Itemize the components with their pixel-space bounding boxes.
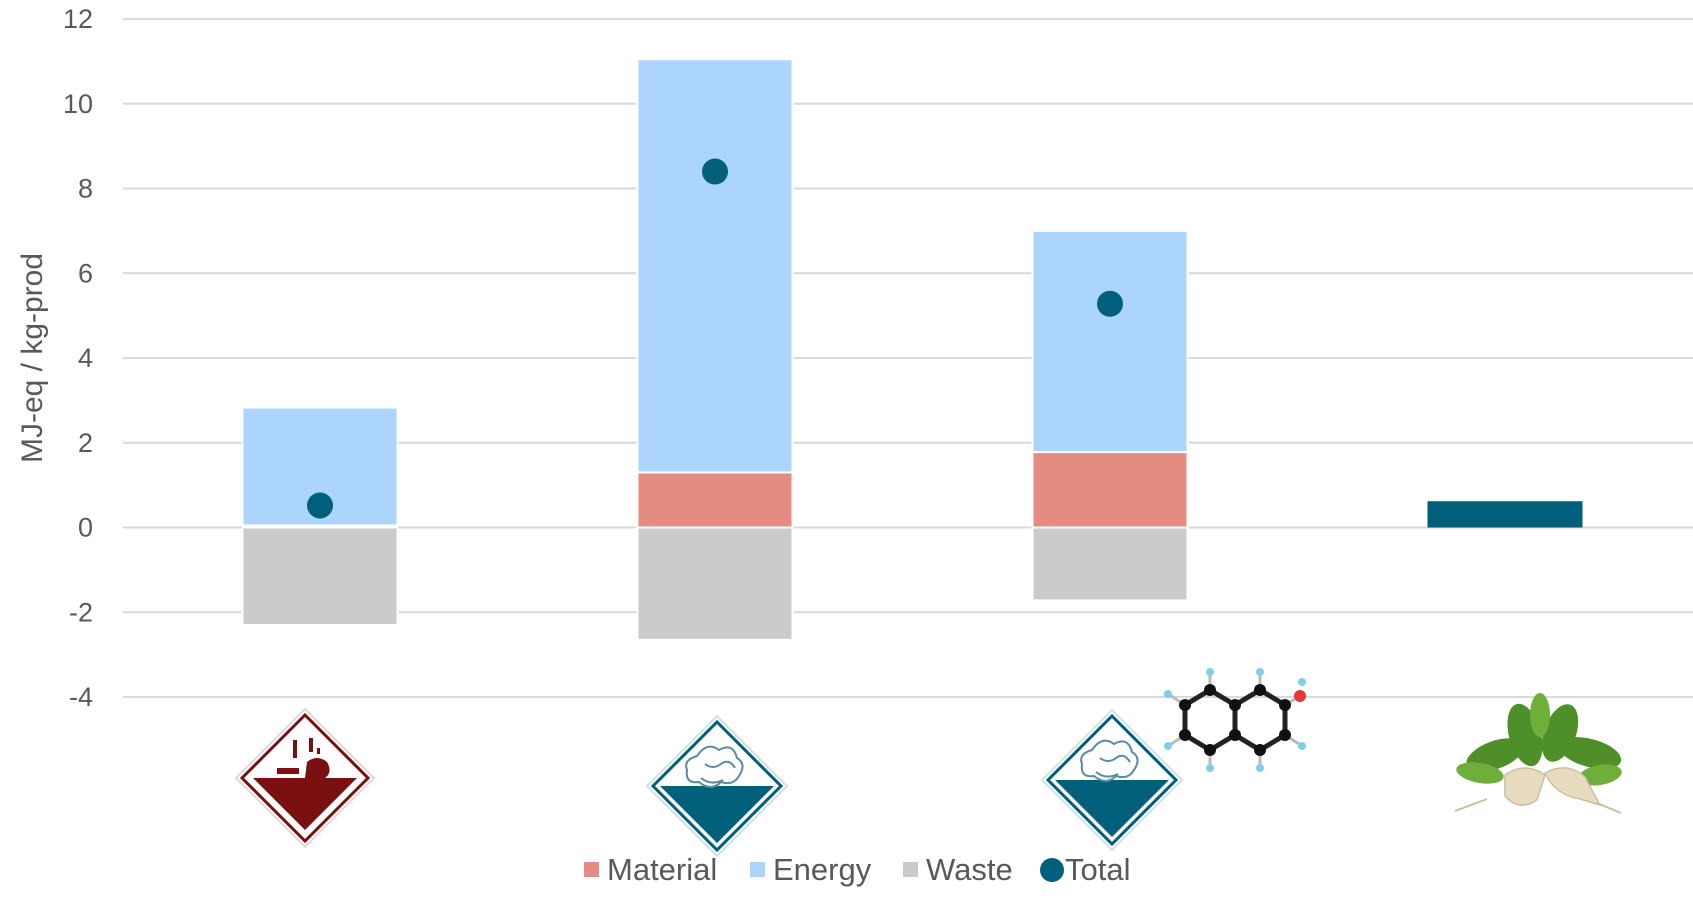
- bar-energy-3: [1031, 229, 1189, 454]
- total-marker-2: [702, 158, 728, 185]
- y-axis-tick-labels: 12 10 8 6 4 2 0 -2 -4: [63, 4, 93, 712]
- category-icons: [234, 668, 1622, 858]
- total-markers: [307, 158, 1583, 528]
- total-marker-1: [307, 492, 333, 519]
- legend-label-material: Material: [607, 852, 717, 887]
- legend-label-total: Total: [1065, 852, 1130, 887]
- total-marker-3: [1097, 290, 1123, 317]
- legend-label-waste: Waste: [926, 852, 1013, 887]
- y-axis-label: MJ-eq / kg-prod: [16, 253, 49, 463]
- sugar-beet-icon: [1454, 693, 1622, 814]
- legend: Material Energy Waste Total: [584, 852, 1130, 887]
- y-tick-label: 6: [78, 258, 93, 288]
- bar-waste-1: [241, 526, 399, 626]
- bar-energy-2: [636, 58, 794, 474]
- y-tick-label: 2: [78, 428, 93, 458]
- y-tick-label: 0: [78, 513, 93, 543]
- legend-swatch-total: [1040, 858, 1064, 882]
- y-tick-label: 4: [78, 343, 93, 373]
- bar-waste-3: [1031, 526, 1189, 602]
- y-tick-label: -2: [69, 597, 93, 627]
- bars: [241, 58, 1189, 641]
- legend-swatch-waste: [903, 862, 918, 877]
- biohazard-protein-icon-2: [1040, 708, 1184, 852]
- y-tick-label: 12: [63, 4, 93, 34]
- biohazard-protein-icon: [645, 714, 789, 858]
- bar-material-2: [636, 471, 794, 529]
- y-tick-label: 10: [63, 89, 93, 119]
- legend-swatch-material: [584, 862, 599, 877]
- bar-waste-2: [636, 526, 794, 641]
- total-bar-4: [1427, 501, 1583, 528]
- legend-label-energy: Energy: [773, 852, 872, 887]
- y-tick-label: 8: [78, 174, 93, 204]
- legend-swatch-energy: [750, 862, 765, 877]
- y-tick-label: -4: [69, 682, 93, 712]
- bar-material-3: [1031, 451, 1189, 529]
- corrosive-hazard-icon: [234, 707, 376, 849]
- molecule-icon: [1164, 668, 1306, 772]
